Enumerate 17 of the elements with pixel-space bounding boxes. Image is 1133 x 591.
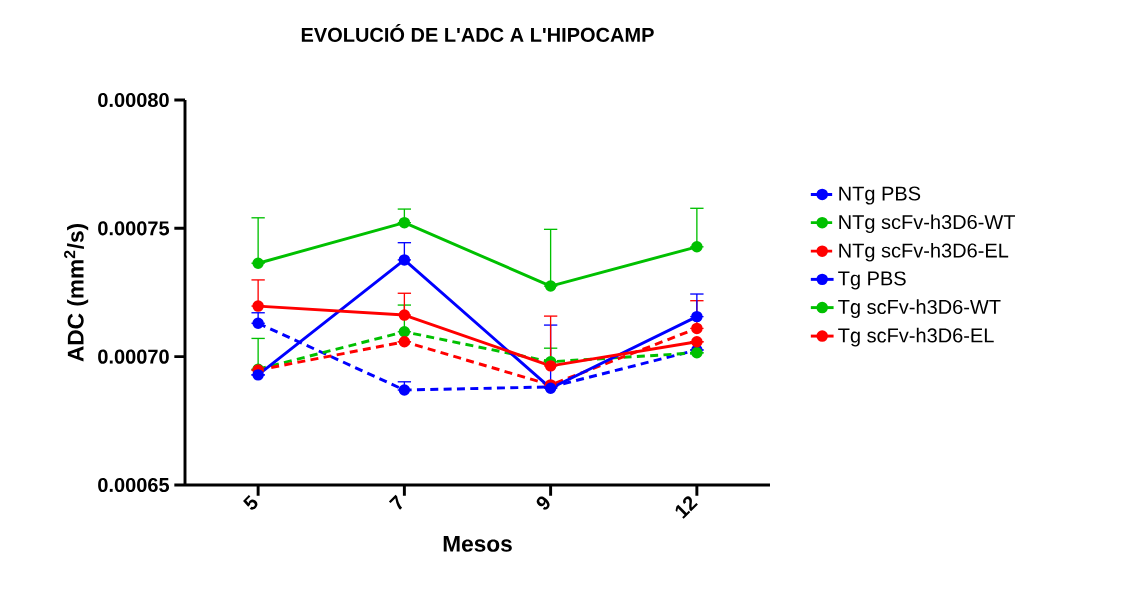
legend-label: NTg PBS	[839, 186, 921, 205]
legend-label: Tg PBS	[838, 271, 906, 290]
x-tick-label: 9	[536, 496, 550, 510]
x-tick-label: 12	[675, 496, 698, 519]
y-tick-label: 0.00070	[98, 349, 169, 364]
chart-title: EVOLUCIÓ DE L'ADC A L'HIPOCAMP	[301, 24, 654, 42]
x-tick-label: 7	[388, 494, 403, 510]
legend-label: NTg scFv-h3D6-WT	[839, 214, 1016, 234]
y-tick-label: 0.00075	[98, 221, 170, 236]
legend-label: Tg scFv-h3D6-WT	[838, 299, 1001, 318]
legend-label: Tg scFv-h3D6-EL	[838, 327, 994, 347]
y-axis-title: ADC (mm$^{2}$/s)	[64, 224, 89, 362]
y-tick-label: 0.00080	[98, 92, 169, 108]
x-axis-title: Mesos	[443, 535, 512, 552]
legend-label: NTg scFv-h3D6-EL	[839, 242, 1009, 262]
y-tick-label: 0.00065	[98, 477, 170, 493]
x-tick-label: 5	[243, 495, 258, 510]
